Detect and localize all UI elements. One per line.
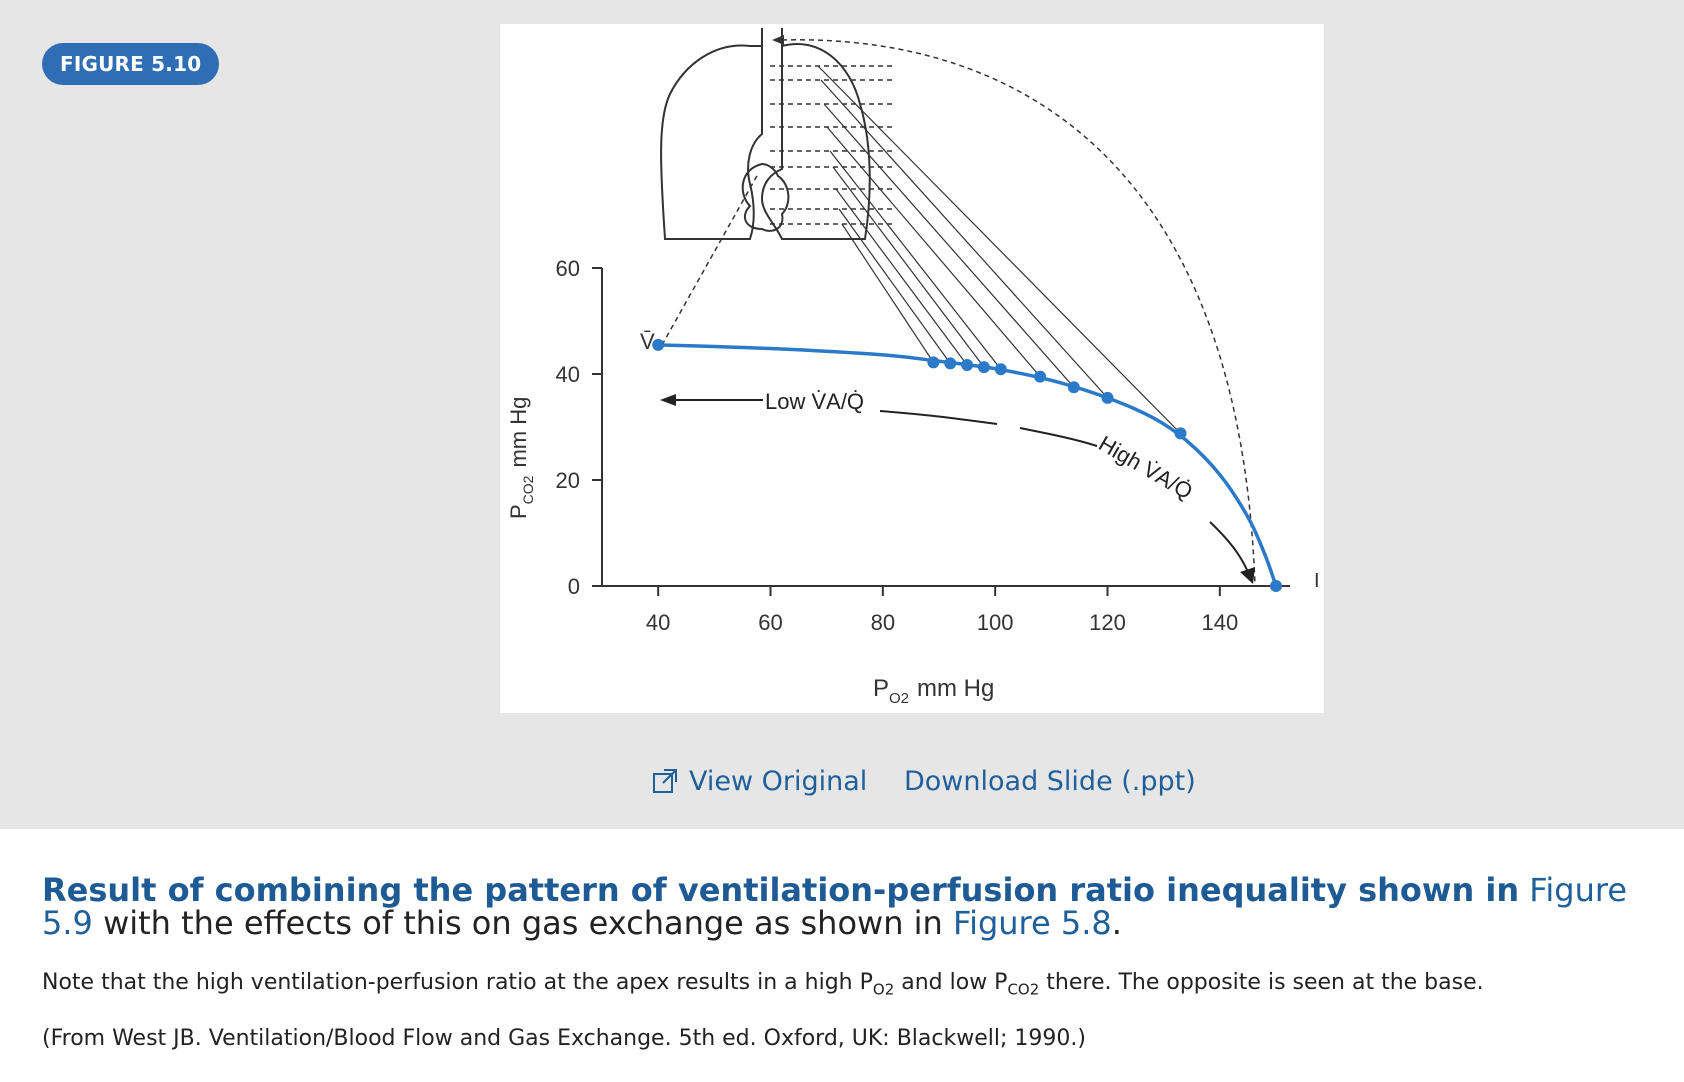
y-axis-title: PCO2mm Hg [506, 397, 536, 519]
x-tick-labels: 40 60 80 100 120 140 [646, 610, 1238, 635]
data-point [1034, 370, 1047, 383]
y-tick-label: 0 [568, 574, 580, 599]
trachea [761, 28, 783, 169]
lung-illustration [660, 28, 871, 240]
x-tick-label: 120 [1089, 610, 1126, 635]
figure-5-8-link[interactable]: Figure 5.8 [952, 904, 1112, 942]
caption-source: (From West JB. Ventilation/Blood Flow an… [42, 1026, 1086, 1051]
venous-point-label: V̄ [640, 329, 655, 354]
data-point [1067, 381, 1080, 394]
view-original-label: View Original [689, 766, 868, 797]
data-points [652, 338, 1282, 592]
figure-image[interactable]: 40 60 80 100 120 140 0 20 40 60 PO2 mm Hg PCO2mm … [500, 24, 1324, 713]
caption-title: Result of combining the pattern of venti… [42, 874, 1662, 940]
low-arrow-head [660, 394, 676, 406]
left-lung-outline [660, 44, 763, 240]
lung-to-curve-lines [817, 65, 1181, 434]
caption-end-text: . [1111, 904, 1122, 942]
x-tick-label: 140 [1201, 610, 1238, 635]
x-tick-label: 100 [977, 610, 1014, 635]
lung-connector-line [832, 166, 985, 368]
x-axis-title: PO2 mm Hg [873, 675, 994, 707]
x-tick-label: 60 [758, 610, 782, 635]
dashed-arrowhead [772, 35, 784, 45]
data-point [1174, 427, 1187, 440]
lung-connector-line [841, 223, 934, 363]
figure-panel: FIGURE 5.10 40 60 80 100 120 140 0 20 40 60 PO2 m… [0, 0, 1684, 829]
data-point [977, 361, 990, 374]
x-tick-label: 80 [871, 610, 895, 635]
lung-connector-line [826, 126, 1041, 378]
data-point [961, 358, 974, 371]
axes [592, 267, 1290, 596]
y-tick-label: 60 [556, 256, 580, 281]
lung-connector-line [829, 150, 1002, 370]
data-point [927, 356, 940, 369]
high-arrow-head [1240, 567, 1255, 584]
caption-note: Note that the high ventilation-perfusion… [42, 970, 1484, 999]
x-tick-label: 40 [646, 610, 670, 635]
pco2-po2-chart: 40 60 80 100 120 140 0 20 40 60 PO2 mm Hg PCO2mm … [506, 28, 1320, 707]
lung-connector-line [820, 79, 1108, 399]
high-arrow-line [1209, 521, 1249, 573]
caption-title-text: Result of combining the pattern of venti… [42, 871, 1520, 909]
y-tick-label: 20 [556, 468, 580, 493]
external-link-icon [653, 769, 677, 793]
lung-connector-line [817, 65, 1181, 434]
low-to-high-line-1 [879, 410, 998, 425]
apex-to-inspired-dashed [781, 39, 1256, 587]
inspired-point-label: I [1314, 570, 1320, 592]
lung-connector-line [838, 208, 951, 364]
high-ratio-label: High V̇A/Q̇ [1095, 431, 1198, 505]
data-point [652, 338, 665, 351]
data-point [944, 357, 957, 370]
figure-actions: View Original Download Slide (.ppt) [0, 762, 1684, 802]
download-slide-link[interactable]: Download Slide (.ppt) [904, 766, 1196, 797]
ventilation-perfusion-curve [658, 343, 1278, 587]
figure-5-9-link[interactable]: Figure 5.9 [42, 871, 1627, 942]
low-ratio-label: Low V̇A/Q̇ [765, 389, 864, 414]
data-point [994, 363, 1007, 376]
y-tick-label: 40 [556, 362, 580, 387]
data-point [1270, 580, 1282, 592]
lung-connector-line [823, 103, 1075, 388]
right-lung-outline [760, 43, 871, 240]
y-tick-labels: 0 20 40 60 [556, 256, 580, 599]
lung-level-lines [770, 65, 895, 225]
figure-number-badge: FIGURE 5.10 [42, 43, 220, 85]
heart-outline [741, 162, 790, 232]
lung-connector-line [835, 188, 968, 366]
venous-to-lung-dashed [661, 173, 759, 346]
data-point [1101, 391, 1114, 404]
low-to-high-line-2 [1019, 427, 1098, 447]
caption-middle-text: with the effects of this on gas exchange… [103, 904, 943, 942]
